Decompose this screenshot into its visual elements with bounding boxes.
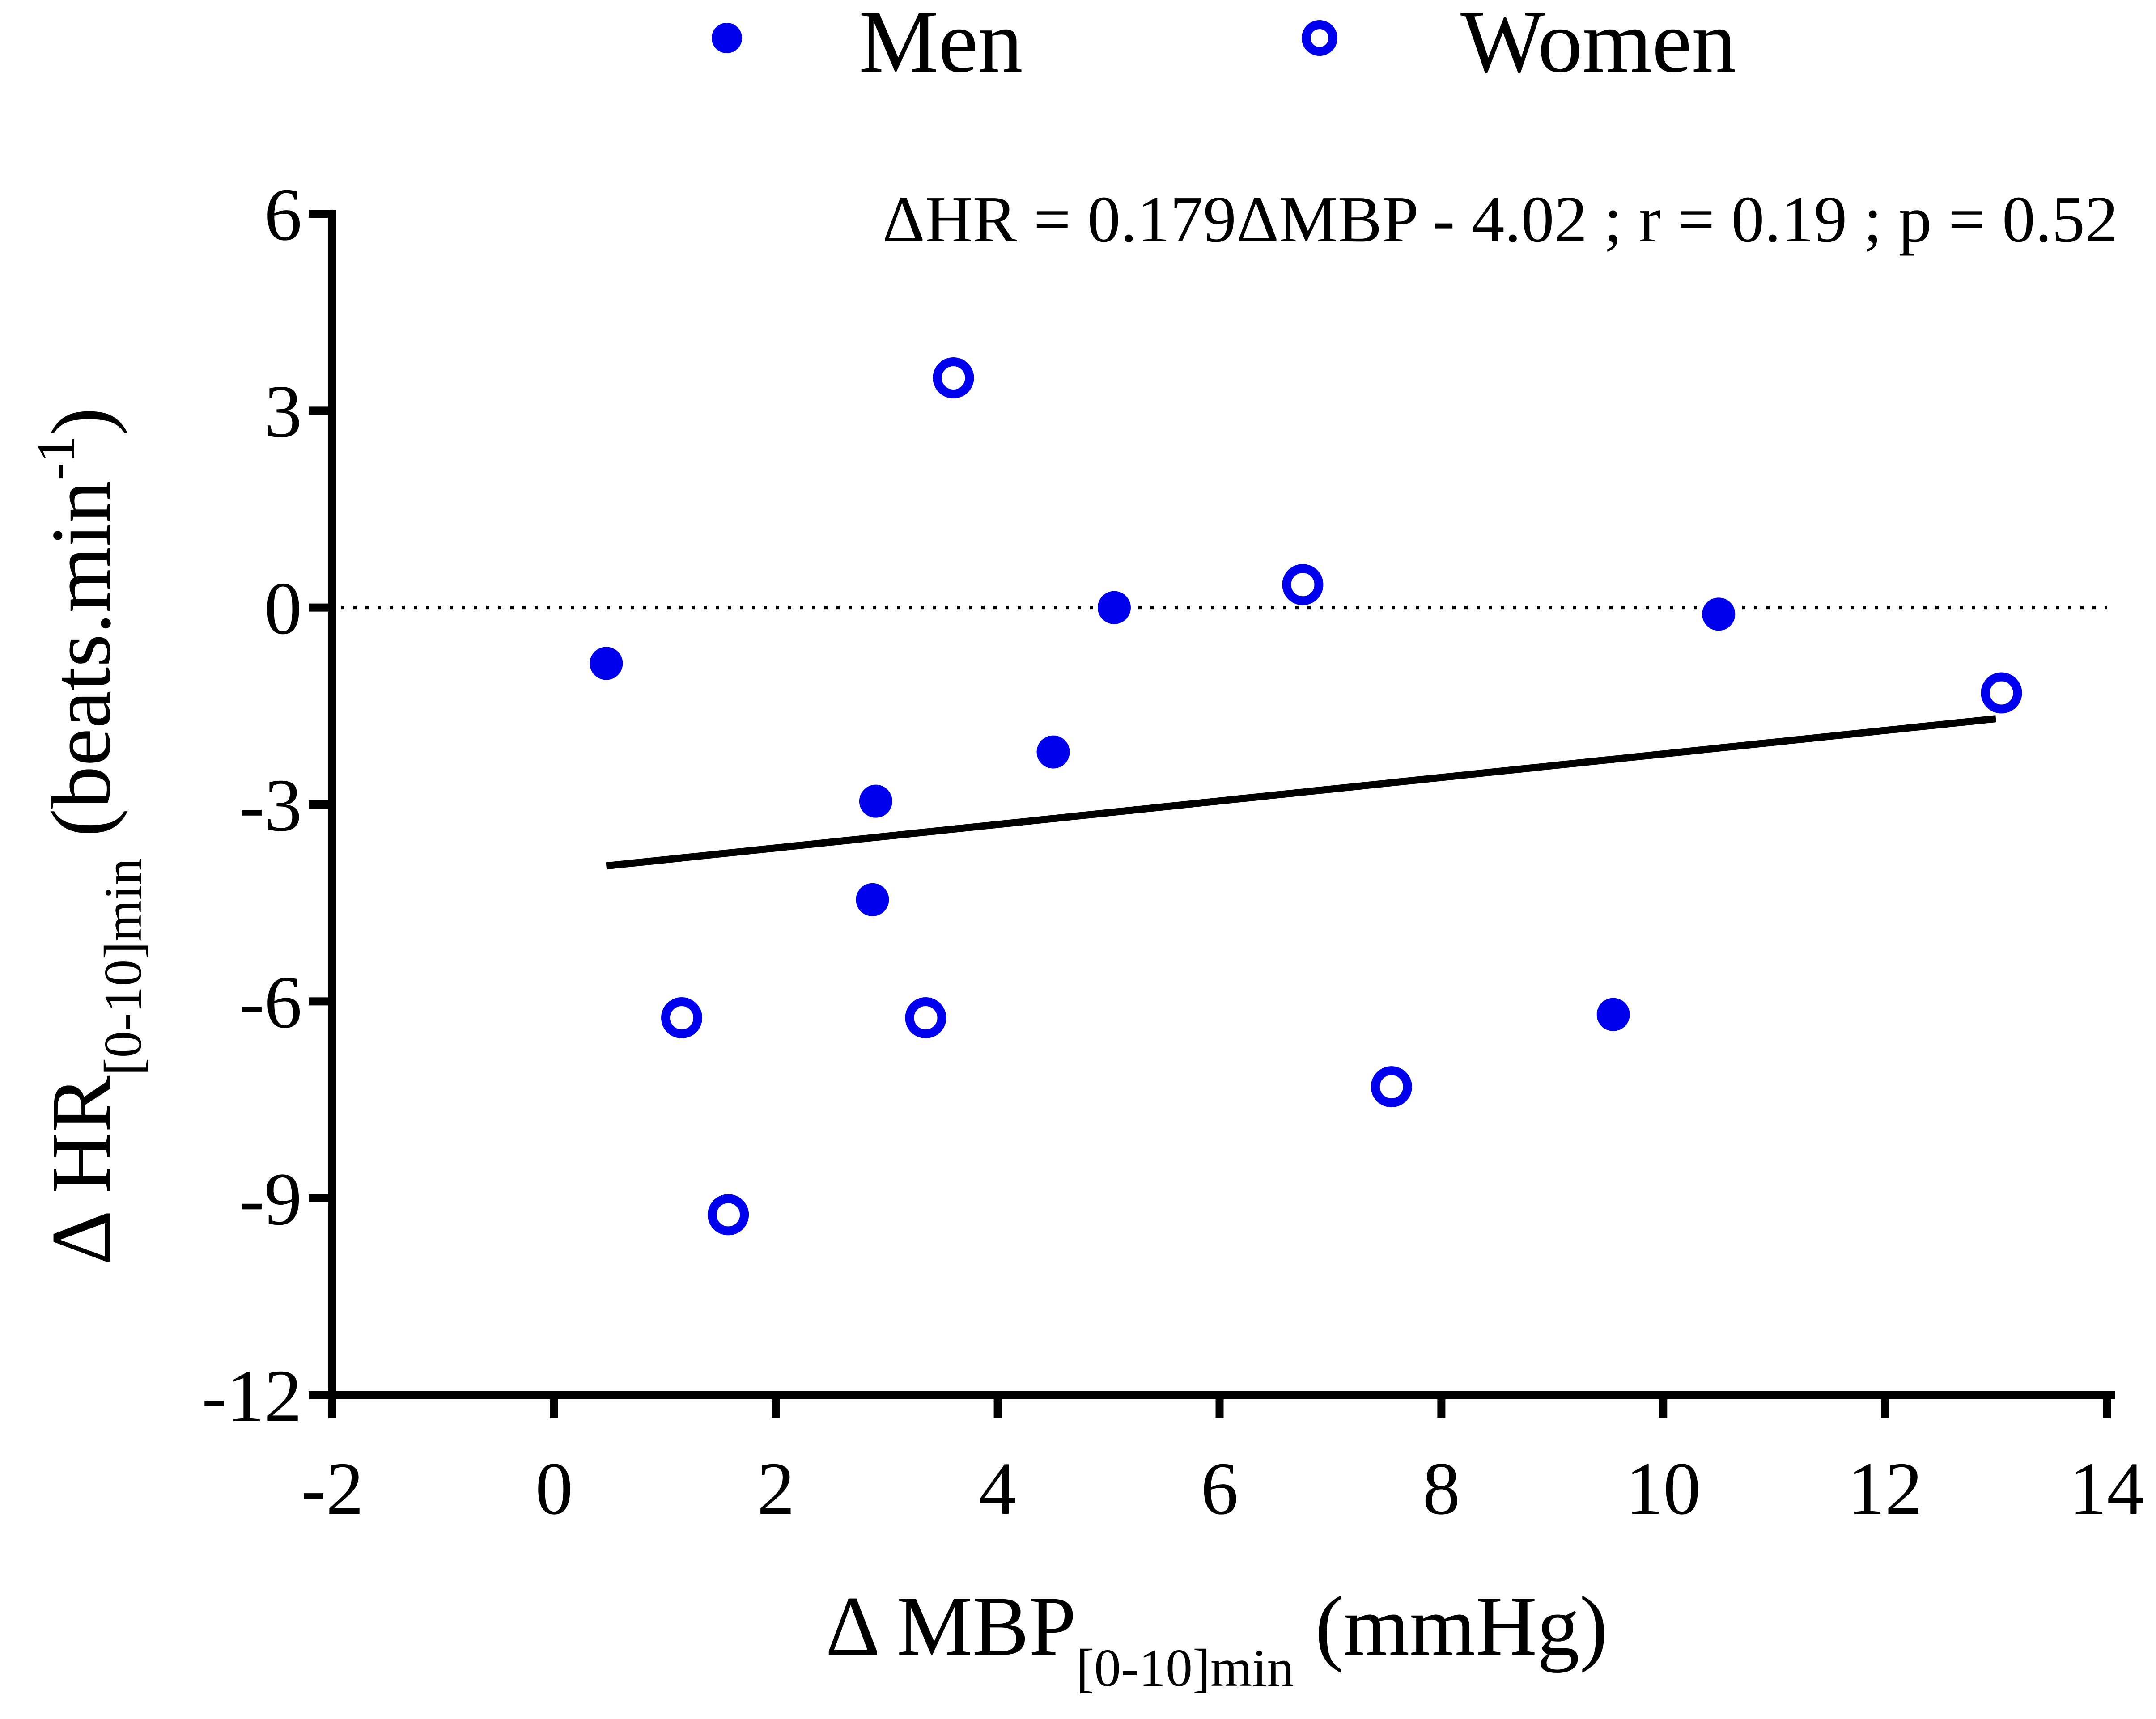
data-point-men xyxy=(1596,998,1630,1031)
x-tick-label: 4 xyxy=(979,1447,1017,1530)
y-tick-label: -9 xyxy=(239,1158,302,1241)
x-axis-title: Δ MBP[0-10]min (mmHg) xyxy=(826,1579,1608,1698)
data-point-women xyxy=(1282,564,1324,605)
data-point-men xyxy=(1702,597,1736,631)
series-women xyxy=(661,357,2022,1236)
x-ticks: -2 0 2 4 6 8 10 12 14 xyxy=(301,1395,2144,1530)
y-axis-title-suffix-close: ) xyxy=(34,407,128,436)
x-tick-label: 10 xyxy=(1625,1447,1701,1530)
y-tick-label: -3 xyxy=(239,764,302,847)
legend-label-women: Women xyxy=(1460,0,1736,91)
y-axis-title-prefix: Δ HR xyxy=(34,1075,128,1265)
data-point-women xyxy=(933,357,974,398)
regression-annotation: ΔHR = 0.179ΔMBP - 4.02 ; r = 0.19 ; p = … xyxy=(883,183,2118,256)
axes: -12 -9 -6 -3 0 3 6 -2 0 2 4 6 8 10 12 14 xyxy=(202,173,2144,1530)
x-tick-label: 12 xyxy=(1847,1447,1923,1530)
y-ticks: -12 -9 -6 -3 0 3 6 xyxy=(202,173,332,1438)
x-tick-label: -2 xyxy=(301,1447,364,1530)
y-tick-label: 3 xyxy=(264,370,302,453)
y-tick-label: 0 xyxy=(264,567,302,650)
data-point-women xyxy=(1981,672,2022,714)
x-axis-title-prefix: Δ MBP xyxy=(826,1579,1077,1673)
data-point-women xyxy=(661,997,703,1039)
x-axis-title-suffix: (mmHg) xyxy=(1294,1579,1608,1673)
data-point-men xyxy=(1036,735,1070,769)
series-men xyxy=(590,591,1736,1031)
y-axis-title: Δ HR[0-10]min (beats.min-1) xyxy=(26,407,153,1265)
x-tick-label: 6 xyxy=(1201,1447,1239,1530)
data-point-women xyxy=(1371,1066,1412,1108)
y-axis-title-superscript: -1 xyxy=(26,436,85,481)
legend-marker-men xyxy=(712,23,742,53)
y-tick-label: -6 xyxy=(239,961,302,1044)
data-point-men xyxy=(856,883,889,916)
legend: Men Women xyxy=(712,0,1736,91)
x-tick-label: 2 xyxy=(757,1447,795,1530)
legend-label-men: Men xyxy=(859,0,1023,91)
data-point-women xyxy=(905,997,946,1039)
data-point-women xyxy=(708,1194,749,1236)
x-tick-label: 14 xyxy=(2069,1447,2144,1530)
y-tick-label: 6 xyxy=(264,173,302,256)
regression-line xyxy=(606,715,1996,870)
legend-marker-women xyxy=(1302,20,1337,56)
y-axis-title-suffix-open: (beats.min xyxy=(34,481,128,858)
x-tick-label: 0 xyxy=(535,1447,573,1530)
data-point-men xyxy=(859,784,892,818)
y-tick-label: -12 xyxy=(202,1355,302,1438)
y-axis-title-subscript: [0-10]min xyxy=(93,858,153,1076)
data-point-men xyxy=(590,647,623,680)
data-point-men xyxy=(1097,591,1131,624)
x-tick-label: 8 xyxy=(1422,1447,1460,1530)
x-axis-title-subscript: [0-10]min xyxy=(1076,1638,1294,1698)
